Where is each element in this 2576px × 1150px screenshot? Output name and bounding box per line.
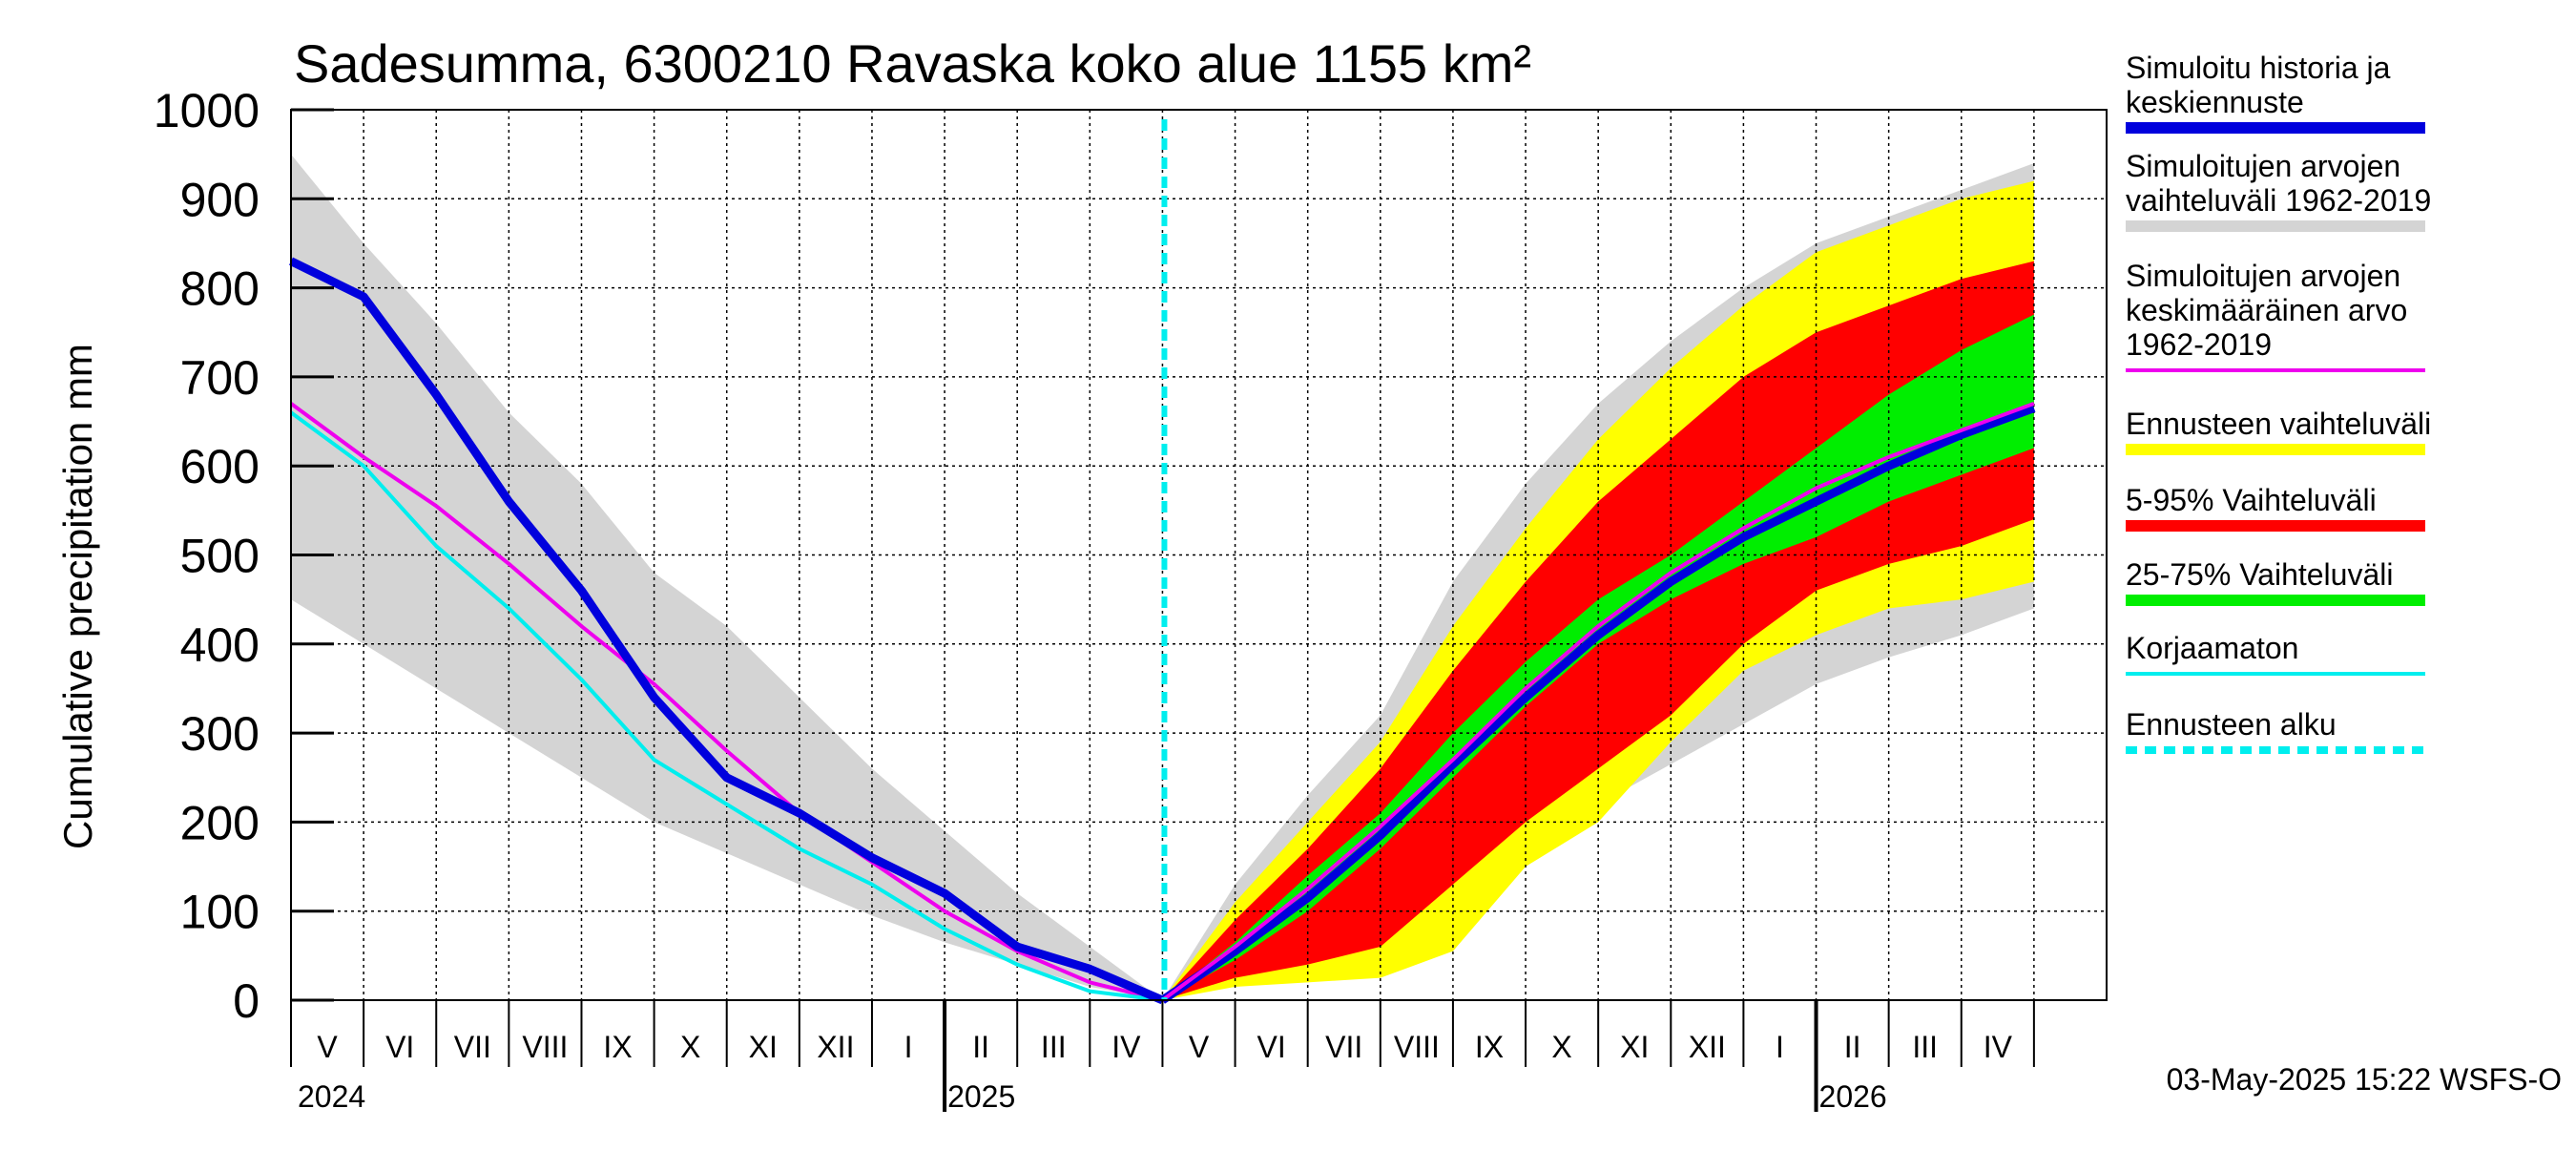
year-label: 2025 [947,1079,1015,1114]
legend-label: 25-75% Vaihteluväli [2126,557,2393,592]
year-label: 2026 [1819,1079,1887,1114]
history-sim-range-band [291,154,1163,1000]
legend-label: Simuloitujen arvojen [2126,149,2400,183]
legend-label: Korjaamaton [2126,631,2298,665]
legend-label: Simuloitujen arvojen [2126,259,2400,293]
month-label: X [1551,1030,1571,1064]
month-label: IV [1984,1030,2013,1064]
month-label: VI [1257,1030,1286,1064]
legend-label: 5-95% Vaihteluväli [2126,483,2377,517]
month-label: IX [1475,1030,1504,1064]
legend-label: Ennusteen alku [2126,707,2337,742]
month-label: X [680,1030,700,1064]
month-label: XI [749,1030,778,1064]
forecast-median-line [1159,404,2036,1004]
year-label: 2024 [298,1079,365,1114]
month-label: VI [385,1030,414,1064]
y-tick-label: 700 [180,351,260,405]
forecast-sim-mean-line [1161,402,2035,1002]
month-label: XI [1620,1030,1649,1064]
y-tick-label: 300 [180,707,260,761]
month-label: II [972,1030,989,1064]
legend-label: Ennusteen vaihteluväli [2126,407,2431,441]
legend-label: vaihteluväli 1962-2019 [2126,183,2431,218]
month-label: IX [603,1030,632,1064]
y-tick-label: 0 [233,974,260,1028]
chart-title: Sadesumma, 6300210 Ravaska koko alue 115… [294,33,1531,94]
plot-area [289,109,2107,1005]
month-label: VIII [522,1030,568,1064]
legend-label: keskiennuste [2126,85,2304,119]
y-tick-label: 1000 [154,84,260,137]
month-label: VIII [1394,1030,1440,1064]
month-label: I [904,1030,913,1064]
month-label: XII [1689,1030,1726,1064]
month-label: I [1776,1030,1784,1064]
month-label: IV [1111,1030,1141,1064]
y-axis-label: Cumulative precipitation mm [55,344,100,849]
y-tick-label: 200 [180,796,260,849]
y-tick-label: 500 [180,530,260,583]
month-label: III [1912,1030,1938,1064]
y-tick-label: 400 [180,618,260,672]
month-label: VII [454,1030,491,1064]
y-tick-label: 900 [180,173,260,226]
simulated-history-line [289,257,1165,1005]
month-label: VII [1325,1030,1362,1064]
y-tick-label: 100 [180,886,260,939]
legend-label: 1962-2019 [2126,327,2272,362]
timestamp: 03-May-2025 15:22 WSFS-O [2167,1062,2562,1097]
month-label: V [1189,1030,1210,1064]
y-tick-label: 800 [180,262,260,316]
legend-label: Simuloitu historia ja [2126,51,2391,85]
y-tick-label: 600 [180,440,260,493]
month-label: III [1041,1030,1067,1064]
month-label: II [1844,1030,1861,1064]
month-label: V [317,1030,338,1064]
uncorrected-line [289,410,1163,1002]
month-label: XII [817,1030,854,1064]
legend-label: keskimääräinen arvo [2126,293,2407,327]
